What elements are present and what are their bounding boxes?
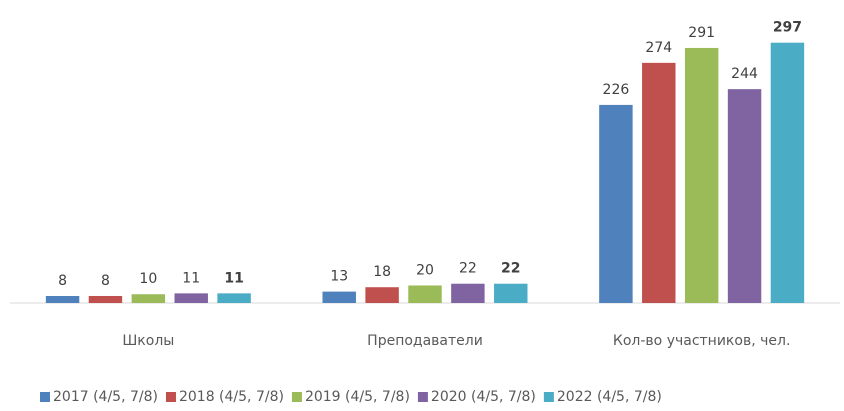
legend-swatch	[291, 392, 302, 402]
bar	[684, 47, 719, 304]
bar	[599, 104, 633, 303]
bar	[494, 283, 528, 303]
x-tick-label: Кол-во участников, чел.	[613, 333, 790, 349]
bar	[408, 285, 442, 303]
legend-label: 2018 (4/5, 7/8)	[179, 389, 284, 405]
data-label: 22	[459, 261, 477, 277]
data-label: 274	[645, 40, 672, 56]
bar	[322, 291, 356, 303]
data-label: 8	[101, 273, 110, 289]
bar	[131, 294, 166, 303]
bar	[365, 287, 399, 303]
legend-swatch	[543, 392, 554, 402]
bar	[174, 293, 208, 303]
data-label: 22	[501, 261, 520, 277]
data-label: 226	[603, 82, 630, 98]
bar	[451, 283, 485, 303]
bar	[727, 89, 762, 303]
x-tick-label: Школы	[122, 333, 174, 349]
legend-label: 2017 (4/5, 7/8)	[53, 389, 158, 405]
data-label: 18	[373, 264, 391, 280]
data-label: 13	[330, 269, 348, 285]
legend-swatch	[165, 392, 176, 402]
bar	[770, 42, 805, 304]
data-label: 297	[773, 20, 802, 36]
legend-label: 2020 (4/5, 7/8)	[431, 389, 536, 405]
data-label: 10	[139, 271, 157, 287]
data-label: 291	[688, 25, 715, 41]
bar	[88, 295, 123, 303]
legend-swatch	[417, 392, 428, 402]
legend-label: 2019 (4/5, 7/8)	[305, 389, 410, 405]
data-label: 8	[58, 273, 67, 289]
data-label: 20	[416, 262, 434, 278]
bar	[45, 295, 80, 303]
legend-swatch	[40, 392, 50, 402]
bar	[642, 62, 676, 303]
x-tick-label: Преподаватели	[367, 333, 483, 349]
data-label: 244	[731, 66, 758, 82]
bar	[217, 293, 251, 303]
data-label: 11	[182, 270, 200, 286]
data-label: 11	[224, 270, 243, 286]
legend-label: 2022 (4/5, 7/8)	[557, 389, 662, 405]
